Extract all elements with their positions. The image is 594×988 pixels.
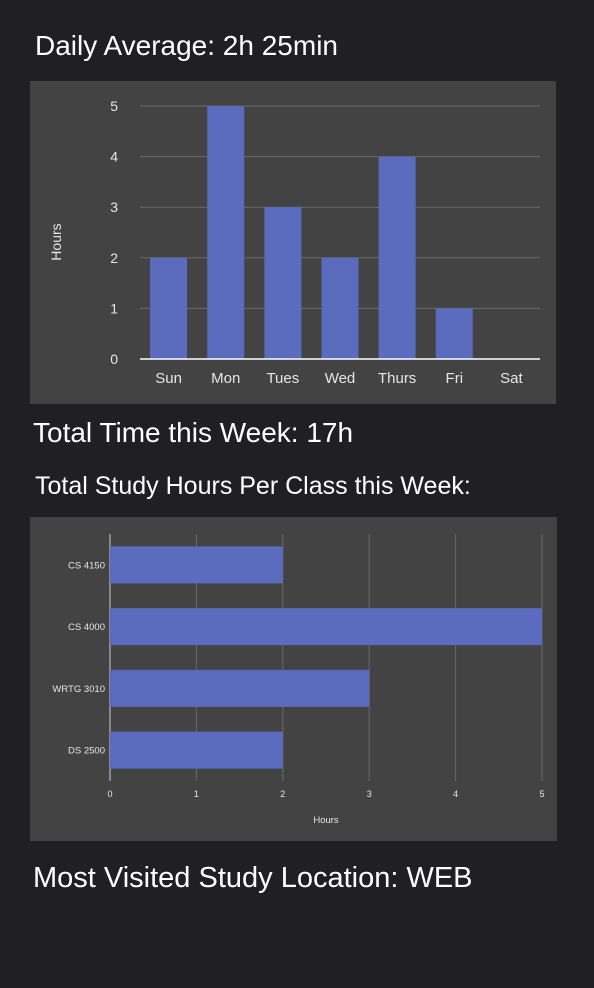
bar-ds-2500: [110, 731, 283, 769]
y-axis-title: Hours: [48, 223, 64, 260]
class-hours-chart: 0 1 2 3 4 5 CS 4150 CS 4000 WRTG 3010 DS 2500 Hour…: [30, 517, 557, 841]
x-tick-label: Thurs: [378, 370, 416, 387]
y-tick-label: CS 4150: [68, 560, 105, 571]
class-hours-chart-svg: 0 1 2 3 4 5 CS 4150 CS 4000 WRTG 3010 DS 2500 Hour…: [52, 534, 545, 826]
y-tick-label: 5: [110, 98, 118, 114]
y-tick-label: 3: [110, 199, 118, 215]
x-tick-label: Fri: [446, 370, 464, 387]
daily-hours-chart-svg: 0 1 2 3 4 5 Sun Mon Tues Wed Thurs Fri Sat Hours: [48, 98, 540, 387]
bar-sun: [150, 257, 188, 359]
bar-wed: [321, 257, 359, 359]
y-tick-label: 0: [110, 351, 118, 367]
x-tick-label: Tues: [266, 370, 299, 387]
x-tick-label: Sun: [155, 370, 182, 387]
x-tick-label: 5: [539, 789, 544, 799]
x-tick-label: Wed: [325, 370, 356, 387]
y-tick-label: CS 4000: [68, 622, 105, 633]
x-tick-label: 2: [280, 789, 285, 799]
bar-thurs: [378, 156, 416, 359]
bar-fri: [435, 308, 473, 359]
y-tick-label: WRTG 3010: [52, 684, 105, 695]
x-tick-label: Sat: [500, 370, 523, 387]
bar-cs-4150: [110, 546, 283, 584]
bar-wrtg-3010: [110, 669, 370, 707]
x-axis-title: Hours: [313, 815, 339, 826]
x-tick-label: 0: [107, 789, 112, 799]
y-tick-label: 2: [110, 250, 118, 266]
x-tick-label: 1: [194, 789, 199, 799]
y-tick-label: DS 2500: [68, 746, 105, 757]
bar-tues: [264, 207, 302, 359]
study-location-heading: Most Visited Study Location: WEB: [33, 862, 473, 894]
bar-cs-4000: [110, 608, 542, 646]
total-time-heading: Total Time this Week: 17h: [33, 417, 354, 448]
x-tick-label: 4: [453, 789, 458, 799]
daily-average-heading: Daily Average: 2h 25min: [35, 30, 338, 61]
y-tick-label: 1: [110, 300, 118, 316]
x-tick-label: 3: [367, 789, 372, 799]
y-tick-label: 4: [110, 149, 118, 165]
per-class-heading: Total Study Hours Per Class this Week:: [35, 472, 471, 500]
bar-mon: [207, 106, 245, 359]
x-tick-label: Mon: [211, 370, 240, 387]
daily-hours-chart: 0 1 2 3 4 5 Sun Mon Tues Wed Thurs Fri Sat Hours: [30, 81, 556, 404]
